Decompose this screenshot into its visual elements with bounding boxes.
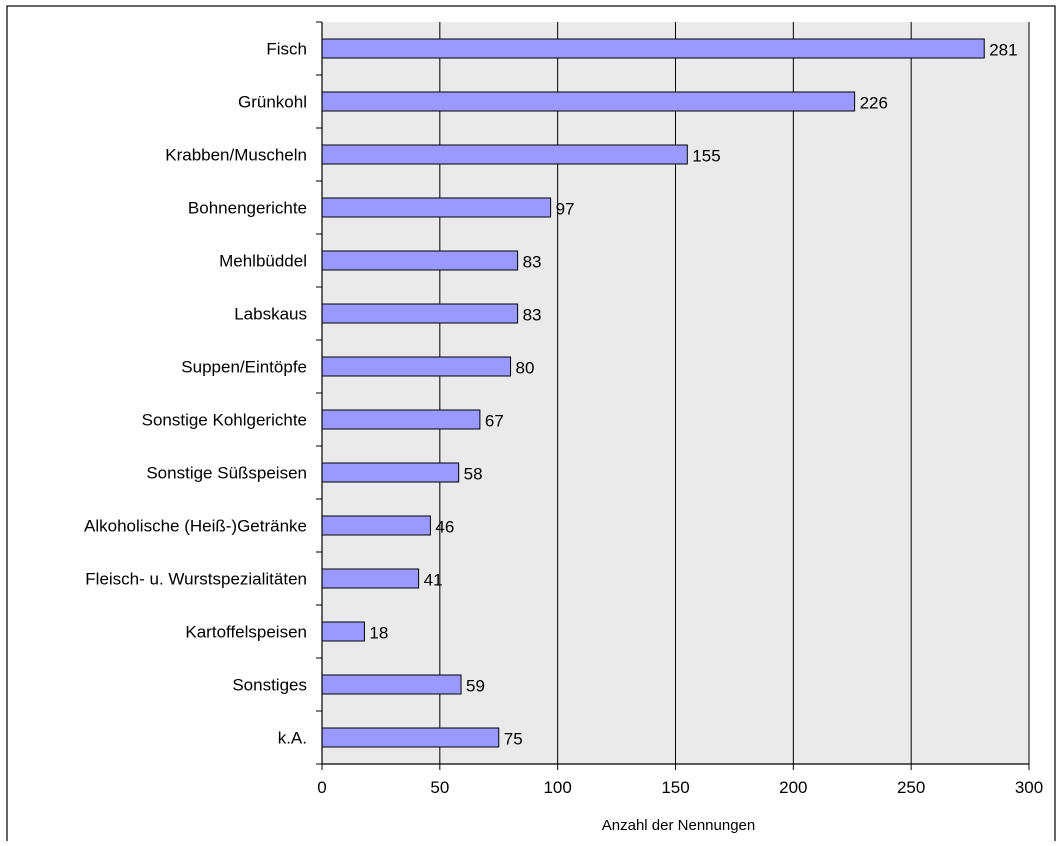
- value-label: 58: [464, 465, 483, 484]
- x-tick-label: 0: [317, 778, 326, 797]
- value-label: 46: [435, 518, 454, 537]
- value-label: 97: [556, 200, 575, 219]
- value-label: 18: [369, 624, 388, 643]
- bars: [321, 38, 985, 748]
- category-label: Krabben/Muscheln: [165, 146, 307, 165]
- value-label: 226: [860, 94, 888, 113]
- category-label: Bohnengerichte: [188, 199, 307, 218]
- category-label: Kartoffelspeisen: [185, 623, 307, 642]
- category-label: Fisch: [266, 40, 307, 59]
- gridlines: [439, 22, 1030, 764]
- value-label: 59: [466, 677, 485, 696]
- category-label: Grünkohl: [238, 93, 307, 112]
- value-label: 80: [516, 359, 535, 378]
- category-label: Sonstige Süßspeisen: [146, 464, 307, 483]
- category-label: Fleisch- u. Wurstspezialitäten: [85, 570, 307, 589]
- bar-13: [321, 727, 500, 748]
- value-label: 75: [504, 730, 523, 749]
- bar-1: [321, 91, 856, 112]
- category-label: Labskaus: [234, 305, 307, 324]
- bar-0: [321, 38, 985, 59]
- value-label: 67: [485, 412, 504, 431]
- bar-4: [321, 250, 519, 271]
- axes: [316, 21, 1030, 770]
- bar-10: [321, 568, 420, 589]
- bar-3: [321, 197, 552, 218]
- x-tick-label: 50: [430, 778, 449, 797]
- bar-7: [321, 409, 481, 430]
- bar-11: [321, 621, 365, 642]
- bar-8: [321, 462, 460, 483]
- x-axis-title: Anzahl der Nennungen: [602, 817, 755, 834]
- category-label: k.A.: [278, 729, 307, 748]
- category-label: Sonstige Kohlgerichte: [142, 411, 307, 430]
- x-tick-label: 200: [779, 778, 807, 797]
- bar-6: [321, 356, 512, 377]
- x-tick-label: 150: [661, 778, 689, 797]
- x-tick-label: 300: [1015, 778, 1043, 797]
- labels: Fisch 281 Grünkohl 226 Krabben/Muscheln 155 Bo…: [84, 40, 1043, 798]
- bar-2: [321, 144, 688, 165]
- bar-9: [321, 515, 431, 536]
- category-label: Mehlbüddel: [219, 252, 307, 271]
- value-label: 83: [523, 253, 542, 272]
- x-tick-label: 250: [897, 778, 925, 797]
- x-tick-label: 100: [543, 778, 571, 797]
- bar-12: [321, 674, 462, 695]
- value-label: 41: [424, 571, 443, 590]
- category-label: Suppen/Eintöpfe: [181, 358, 307, 377]
- value-label: 281: [989, 41, 1017, 60]
- value-label: 83: [523, 306, 542, 325]
- category-label: Sonstiges: [232, 676, 307, 695]
- category-label: Alkoholische (Heiß-)Getränke: [84, 517, 307, 536]
- bar-5: [321, 303, 519, 324]
- value-label: 155: [692, 147, 720, 166]
